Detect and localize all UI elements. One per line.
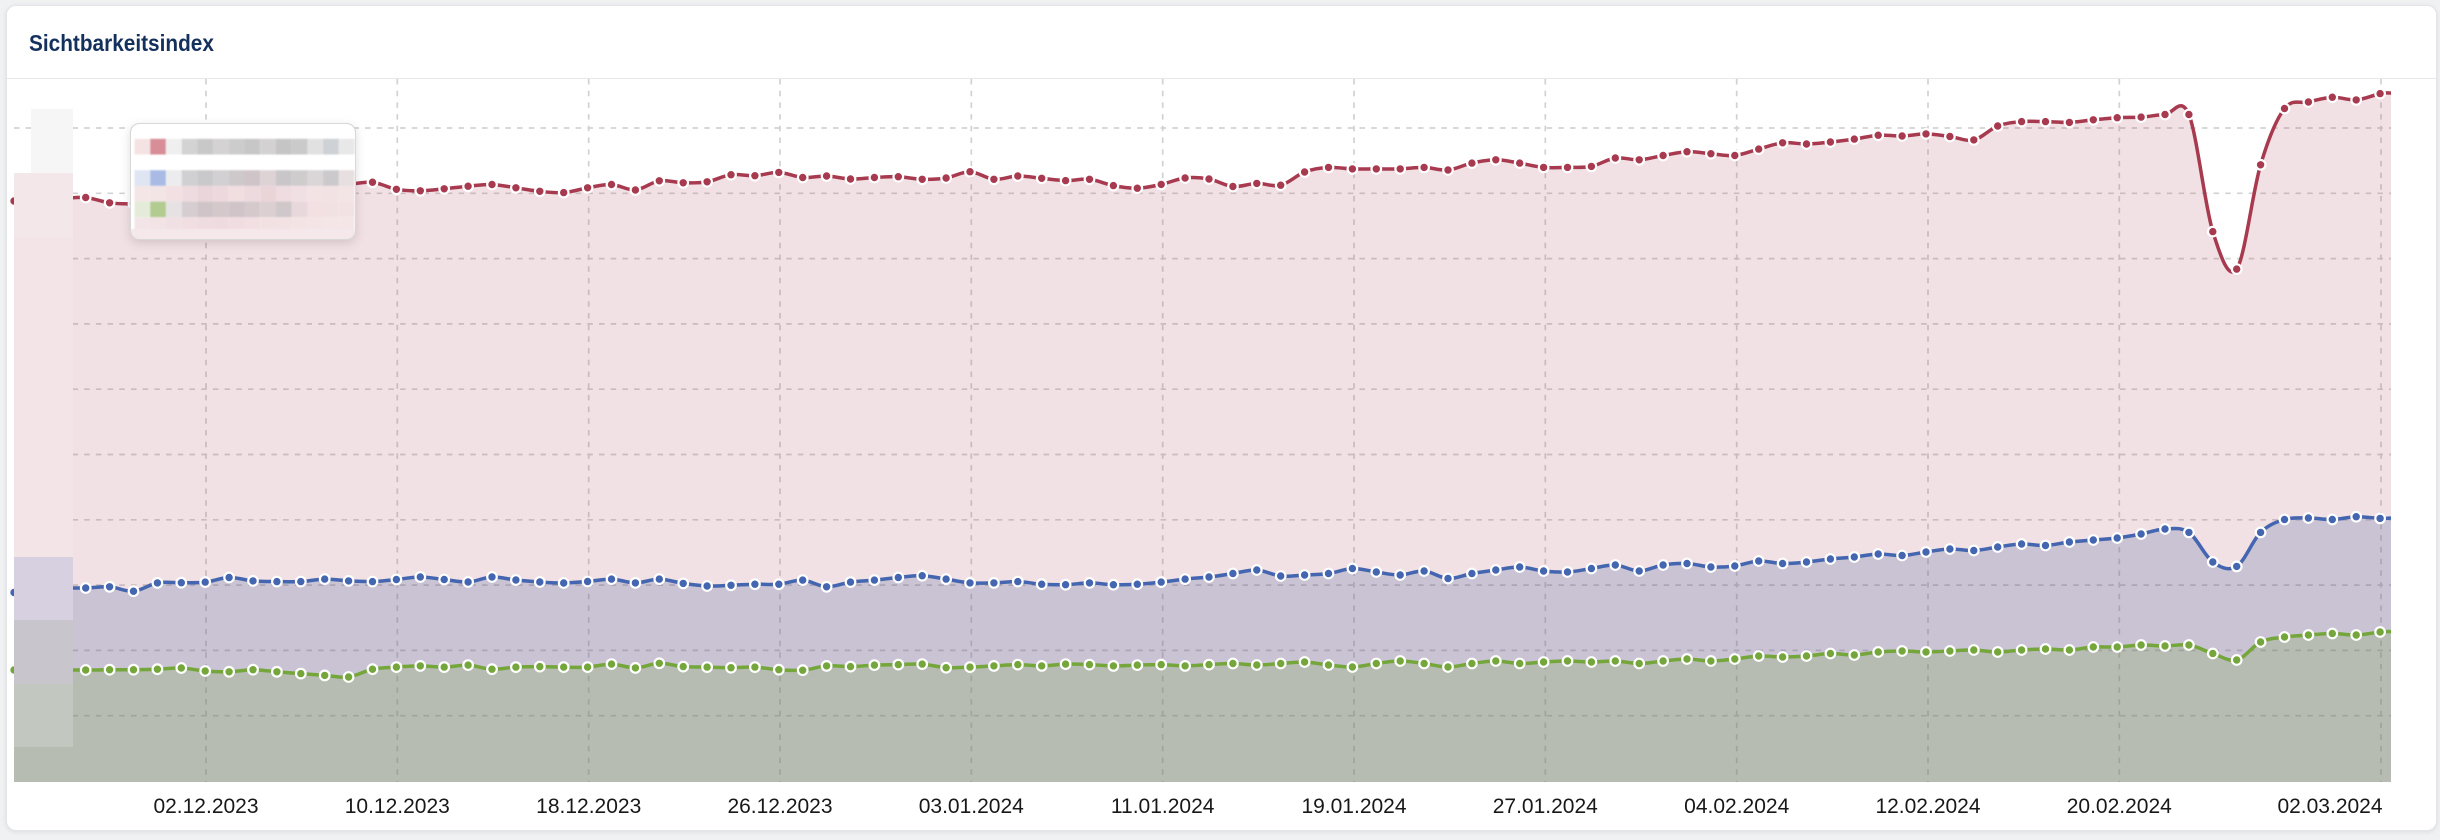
svg-text:26.12.2023: 26.12.2023	[727, 795, 832, 818]
svg-text:12.02.2024: 12.02.2024	[1875, 795, 1980, 818]
svg-text:27.01.2024: 27.01.2024	[1493, 795, 1598, 818]
svg-text:02.03.2024: 02.03.2024	[2277, 795, 2382, 818]
svg-text:03.01.2024: 03.01.2024	[919, 795, 1024, 818]
svg-text:10.12.2023: 10.12.2023	[345, 795, 450, 818]
svg-text:18.12.2023: 18.12.2023	[536, 795, 641, 818]
svg-text:19.01.2024: 19.01.2024	[1301, 795, 1406, 818]
svg-text:11.01.2024: 11.01.2024	[1111, 795, 1215, 818]
svg-text:20.02.2024: 20.02.2024	[2067, 795, 2172, 818]
svg-text:02.12.2023: 02.12.2023	[153, 795, 258, 818]
svg-text:04.02.2024: 04.02.2024	[1684, 795, 1789, 818]
